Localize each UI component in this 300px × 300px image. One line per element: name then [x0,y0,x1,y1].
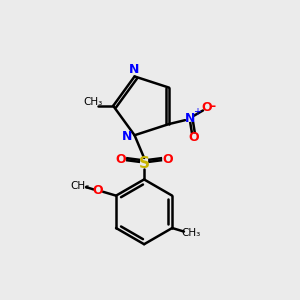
Text: O: O [115,153,126,166]
Text: N: N [185,112,196,125]
Text: O: O [162,153,173,166]
Text: N: N [129,64,140,76]
Text: CH₃: CH₃ [70,181,90,191]
Text: S: S [139,156,150,171]
Text: +: + [193,107,201,117]
Text: -: - [210,100,216,112]
Text: O: O [189,131,200,144]
Text: CH₃: CH₃ [182,228,201,238]
Text: N: N [122,130,132,143]
Text: CH₃: CH₃ [83,97,102,107]
Text: O: O [201,101,212,114]
Text: O: O [92,184,103,197]
